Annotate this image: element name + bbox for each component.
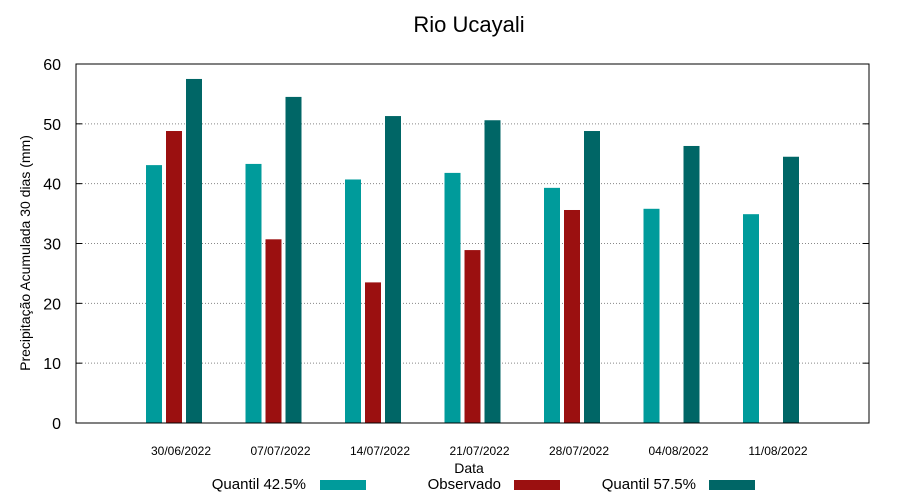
bar-quantil-42-5--3 — [444, 172, 461, 423]
legend-label: Observado — [428, 476, 501, 493]
bar-observado-3 — [464, 250, 481, 423]
bar-quantil-57-5--1 — [285, 96, 302, 424]
bar-quantil-57-5--4 — [584, 131, 600, 423]
bar-quantil-57-5--0 — [186, 78, 202, 423]
bar-quantil-57-5--2 — [385, 116, 401, 424]
y-axis-ticks: 0 10 20 30 40 50 60 — [43, 57, 869, 433]
bar-observado-0 — [166, 131, 182, 423]
legend-swatch — [709, 480, 755, 490]
x-tick-label: 11/08/2022 — [748, 444, 807, 458]
y-tick-label: 60 — [43, 57, 61, 74]
bar-quantil-42-5--4 — [544, 187, 560, 423]
legend-swatch — [320, 480, 366, 490]
bar-quantil-42-5--2 — [345, 179, 361, 423]
bar-quantil-42-5--0 — [146, 165, 162, 423]
bar-quantil-42-5--6 — [743, 214, 759, 423]
grid-lines — [76, 123, 869, 364]
chart-title: Rio Ucayali — [413, 12, 524, 37]
x-tick-label: 07/07/2022 — [250, 444, 310, 458]
x-tick-label: 30/06/2022 — [151, 444, 211, 458]
bar-quantil-42-5--5 — [643, 208, 660, 423]
legend-label: Quantil 57.5% — [602, 476, 696, 493]
y-tick-label: 50 — [43, 117, 61, 134]
x-tick-label: 28/07/2022 — [549, 444, 609, 458]
x-axis-label: Data — [454, 460, 484, 476]
bar-quantil-57-5--3 — [484, 120, 501, 423]
bar-observado-1 — [265, 239, 282, 423]
y-tick-label: 10 — [43, 356, 61, 373]
bar-quantil-57-5--5 — [683, 145, 700, 423]
y-tick-label: 20 — [43, 296, 61, 313]
legend-label: Quantil 42.5% — [212, 476, 306, 493]
y-axis-label: Precipitação Acumulada 30 dias (mm) — [17, 135, 33, 371]
bar-observado-4 — [564, 209, 580, 423]
x-tick-label: 14/07/2022 — [350, 444, 410, 458]
x-tick-label: 21/07/2022 — [449, 444, 509, 458]
legend: Quantil 42.5% Observado Quantil 57.5% — [212, 476, 755, 493]
y-tick-label: 40 — [43, 177, 61, 194]
bar-observado-2 — [365, 282, 381, 423]
x-axis-ticks: 30/06/2022 07/07/2022 14/07/2022 21/07/2022… — [151, 444, 808, 458]
x-tick-label: 04/08/2022 — [648, 444, 708, 458]
y-tick-label: 30 — [43, 237, 61, 254]
y-tick-label: 0 — [52, 416, 61, 433]
bar-quantil-57-5--6 — [783, 156, 799, 423]
bar-quantil-42-5--1 — [245, 163, 262, 423]
legend-swatch — [514, 480, 560, 490]
bars — [146, 78, 799, 424]
